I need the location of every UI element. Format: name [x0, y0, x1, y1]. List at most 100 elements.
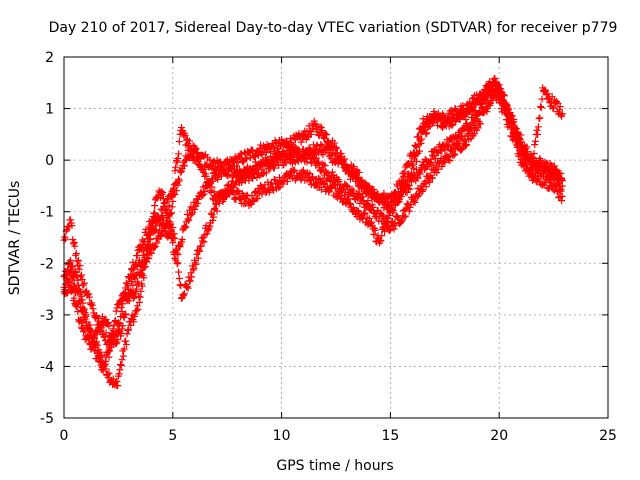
data-point — [457, 108, 465, 116]
data-point — [413, 173, 421, 181]
data-point — [307, 130, 315, 138]
data-point — [175, 150, 183, 158]
data-point — [341, 191, 349, 199]
data-point — [119, 352, 127, 360]
data-point — [545, 94, 553, 102]
data-point — [525, 156, 533, 164]
data-point — [122, 340, 130, 348]
data-point — [441, 158, 449, 166]
data-point — [550, 104, 558, 112]
data-point — [545, 166, 553, 174]
data-point — [522, 160, 530, 168]
data-point — [401, 206, 409, 214]
data-point — [99, 367, 107, 375]
data-point — [426, 178, 434, 186]
data-point — [68, 287, 76, 295]
data-point — [316, 123, 324, 131]
data-point — [377, 237, 385, 245]
data-point — [389, 207, 397, 215]
data-point — [191, 205, 199, 213]
data-point — [204, 227, 212, 235]
data-point — [117, 361, 125, 369]
data-point — [204, 226, 212, 234]
data-point — [324, 169, 332, 177]
data-point — [558, 110, 566, 118]
data-point — [113, 377, 121, 385]
data-point — [536, 114, 544, 122]
y-tick-label: -2 — [40, 256, 54, 272]
data-point — [114, 300, 122, 308]
data-point — [206, 222, 214, 230]
data-point — [558, 192, 566, 200]
data-point — [145, 243, 153, 251]
data-point — [557, 187, 565, 195]
data-point — [481, 97, 489, 105]
data-point — [515, 135, 523, 143]
data-point — [436, 112, 444, 120]
data-point — [178, 124, 186, 132]
data-point — [315, 158, 323, 166]
data-point — [249, 146, 257, 154]
data-point — [448, 121, 456, 129]
data-point — [146, 248, 154, 256]
data-point — [159, 212, 167, 220]
data-point — [207, 179, 215, 187]
data-point — [422, 164, 430, 172]
data-point — [436, 114, 444, 122]
data-point — [286, 135, 294, 143]
data-point — [447, 106, 455, 114]
data-point — [335, 177, 343, 185]
data-point — [174, 259, 182, 267]
data-point — [199, 192, 207, 200]
y-tick-label: 1 — [45, 102, 54, 118]
axis-ticks: 0 5 10 15 20 25 -5 -4 -3 -2 -1 0 1 2 — [40, 50, 617, 444]
data-point — [371, 226, 379, 234]
data-point — [175, 275, 183, 283]
data-point — [515, 152, 523, 160]
data-point — [111, 378, 119, 386]
data-point — [414, 174, 422, 182]
y-tick-label: -3 — [40, 308, 54, 324]
data-point — [390, 225, 398, 233]
data-point — [175, 242, 183, 250]
data-point — [460, 112, 468, 120]
data-point — [78, 296, 86, 304]
data-point — [541, 86, 549, 94]
data-point — [428, 119, 436, 127]
data-point — [383, 219, 391, 227]
data-point — [72, 272, 80, 280]
data-point — [282, 159, 290, 167]
data-point — [485, 100, 493, 108]
x-tick-label: 15 — [381, 428, 399, 444]
data-point — [446, 157, 454, 165]
data-point — [531, 141, 539, 149]
data-point — [184, 284, 192, 292]
data-point — [192, 260, 200, 268]
data-point — [471, 107, 479, 115]
data-point — [391, 221, 399, 229]
data-point — [528, 165, 536, 173]
data-point — [164, 233, 172, 241]
data-point — [315, 174, 323, 182]
data-point — [199, 237, 207, 245]
data-point — [331, 184, 339, 192]
data-point — [491, 74, 499, 82]
data-point — [537, 104, 545, 112]
y-tick-label: -4 — [40, 359, 54, 375]
data-point — [151, 242, 159, 250]
data-point — [159, 229, 167, 237]
x-tick-label: 10 — [273, 428, 291, 444]
data-point — [175, 177, 183, 185]
data-point — [237, 196, 245, 204]
data-point — [323, 178, 331, 186]
data-point — [511, 125, 519, 133]
data-point — [550, 162, 558, 170]
data-point — [66, 278, 74, 286]
data-point — [463, 120, 471, 128]
data-point — [323, 131, 331, 139]
data-point — [64, 265, 72, 273]
data-point — [531, 137, 539, 145]
data-point — [400, 168, 408, 176]
data-point — [433, 116, 441, 124]
data-point — [303, 154, 311, 162]
